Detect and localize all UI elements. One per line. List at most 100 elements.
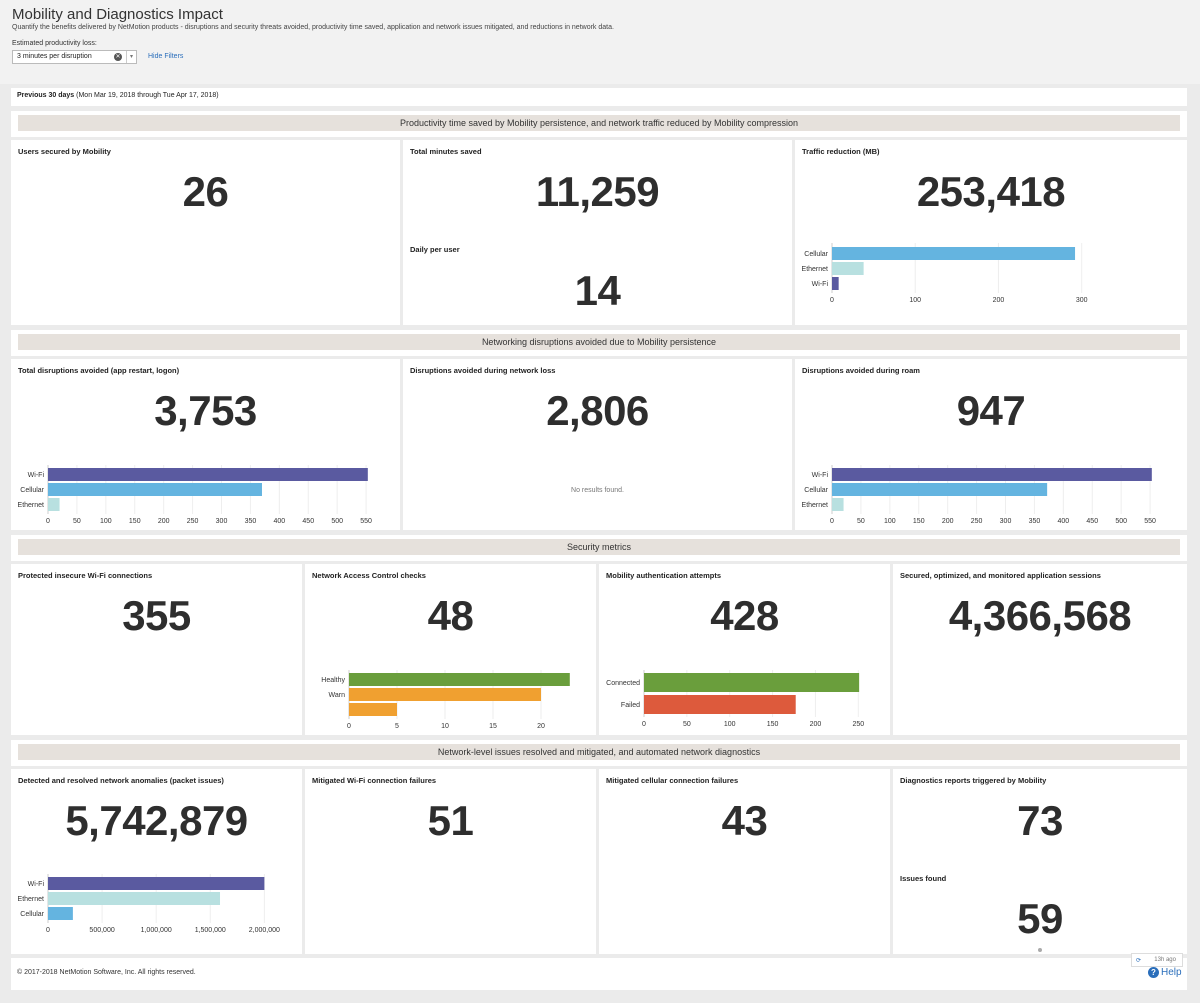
tick-label: 150: [913, 518, 925, 525]
category-label: Ethernet: [18, 896, 45, 903]
category-label: Ethernet: [802, 266, 829, 273]
tick-label: 20: [537, 723, 545, 730]
card-title: Traffic reduction (MB): [802, 147, 880, 156]
tick-label: 500: [1115, 518, 1127, 525]
hide-filters-link[interactable]: Hide Filters: [148, 53, 184, 60]
productivity-loss-select[interactable]: 3 minutes per disruption ✕ ▾: [12, 50, 137, 64]
tick-label: 450: [1086, 518, 1098, 525]
card-users-secured: Users secured by Mobility 26: [11, 140, 400, 325]
help-link[interactable]: ? Help: [1148, 967, 1182, 978]
tick-label: 100: [884, 518, 896, 525]
last-refresh-text: 13h ago: [1154, 957, 1176, 963]
category-label: Wi-Fi: [812, 281, 829, 288]
pager-dot: [1038, 948, 1042, 952]
metric-value: 3,753: [154, 387, 257, 434]
card-title: Diagnostics reports triggered by Mobilit…: [900, 776, 1047, 785]
metric-value: 2,806: [546, 387, 649, 434]
clear-icon[interactable]: ✕: [114, 53, 122, 61]
card-title: Users secured by Mobility: [18, 147, 111, 156]
bar-wi-fi: [48, 877, 265, 890]
category-label: Wi-Fi: [28, 472, 45, 479]
card-title: Total disruptions avoided (app restart, …: [18, 366, 180, 375]
bar-cellular: [832, 483, 1048, 496]
card-total-disruptions: Total disruptions avoided (app restart, …: [11, 359, 400, 530]
tick-label: 500: [331, 518, 343, 525]
metric-subvalue: 14: [574, 267, 621, 314]
category-label: Cellular: [20, 911, 44, 918]
tick-label: 50: [857, 518, 865, 525]
category-label: Ethernet: [802, 502, 829, 509]
card-anomalies: Detected and resolved network anomalies …: [11, 769, 302, 954]
card-network-loss: Disruptions avoided during network loss …: [403, 359, 792, 530]
date-range-label: Previous 30 days: [17, 92, 75, 99]
metric-value: 5,742,879: [65, 797, 248, 844]
card-diagnostics: Diagnostics reports triggered by Mobilit…: [893, 769, 1187, 954]
card-subtitle: Issues found: [900, 874, 947, 883]
bar-wi-fi: [832, 277, 839, 290]
date-range-text: (Mon Mar 19, 2018 through Tue Apr 17, 20…: [74, 92, 219, 99]
tick-label: 0: [46, 927, 50, 934]
page-header: Mobility and Diagnostics Impact Quantify…: [0, 0, 1200, 84]
bar-connected: [644, 673, 860, 692]
help-icon: ?: [1148, 967, 1159, 978]
tick-label: 0: [642, 721, 646, 728]
card-nac-checks: Network Access Control checks 48 Healthy…: [305, 564, 596, 735]
card-roam: Disruptions avoided during roam 947 Wi-F…: [795, 359, 1187, 530]
date-range: Previous 30 days (Mon Mar 19, 2018 throu…: [11, 88, 1187, 106]
tick-label: 100: [909, 297, 921, 304]
anomalies-bar-chart: Wi-Fi Ethernet Cellular 0 500,000 1,000,000 1,…: [18, 874, 280, 934]
tick-label: 450: [302, 518, 314, 525]
card-title: Disruptions avoided during roam: [802, 366, 920, 375]
chevron-down-icon[interactable]: ▾: [126, 51, 136, 63]
filter-label: Estimated productivity loss:: [12, 40, 97, 47]
bar-warn: [349, 688, 541, 701]
copyright-text: © 2017-2018 NetMotion Software, Inc. All…: [17, 969, 196, 976]
tick-label: 2,000,000: [249, 927, 280, 934]
metric-value: 947: [956, 387, 1026, 434]
category-label: Cellular: [20, 487, 44, 494]
section-title: Networking disruptions avoided due to Mo…: [18, 334, 1180, 350]
tick-label: 200: [810, 721, 822, 728]
metric-value: 11,259: [535, 168, 660, 215]
tick-label: 0: [830, 518, 834, 525]
bar-failed: [644, 695, 796, 714]
tick-label: 250: [187, 518, 199, 525]
tick-label: 200: [942, 518, 954, 525]
bar-wi-fi: [832, 468, 1152, 481]
card-subtitle: Daily per user: [410, 245, 460, 254]
card-title: Detected and resolved network anomalies …: [18, 776, 224, 785]
tick-label: 0: [46, 518, 50, 525]
tick-label: 1,500,000: [195, 927, 226, 934]
no-results-text: No results found.: [571, 487, 624, 494]
tick-label: 550: [360, 518, 372, 525]
category-label: Healthy: [321, 677, 345, 684]
bar-healthy: [349, 673, 570, 686]
tick-label: 15: [489, 723, 497, 730]
tick-label: 500,000: [89, 927, 114, 934]
card-title: Mitigated Wi-Fi connection failures: [312, 776, 437, 785]
card-wifi-failures: Mitigated Wi-Fi connection failures 51: [305, 769, 596, 954]
metric-value: 428: [710, 592, 779, 639]
card-title: Network Access Control checks: [312, 571, 426, 580]
refresh-button[interactable]: ⟳ 13h ago: [1131, 953, 1183, 967]
section-header-network-issues: Network-level issues resolved and mitiga…: [11, 740, 1187, 766]
bar-ethernet: [48, 892, 221, 905]
roam-bar-chart: Wi-Fi Cellular Ethernet 0 50 100 150 200 250 300 3…: [802, 465, 1156, 525]
category-label: Cellular: [804, 251, 828, 258]
bar-wi-fi: [48, 468, 368, 481]
tick-label: 200: [993, 297, 1005, 304]
card-title: Secured, optimized, and monitored applic…: [900, 571, 1101, 580]
bar-ethernet: [48, 498, 60, 511]
category-label: Warn: [329, 692, 346, 699]
section-header-disruptions: Networking disruptions avoided due to Mo…: [11, 330, 1187, 356]
bar-cellular: [48, 483, 262, 496]
section-header-security: Security metrics: [11, 535, 1187, 561]
tick-label: 350: [245, 518, 257, 525]
card-title: Mobility authentication attempts: [606, 571, 722, 580]
tick-label: 10: [441, 723, 449, 730]
tick-label: 200: [158, 518, 170, 525]
tick-label: 400: [1057, 518, 1069, 525]
tick-label: 300: [216, 518, 228, 525]
bar-ethernet: [832, 262, 864, 275]
category-label: Connected: [606, 680, 640, 687]
